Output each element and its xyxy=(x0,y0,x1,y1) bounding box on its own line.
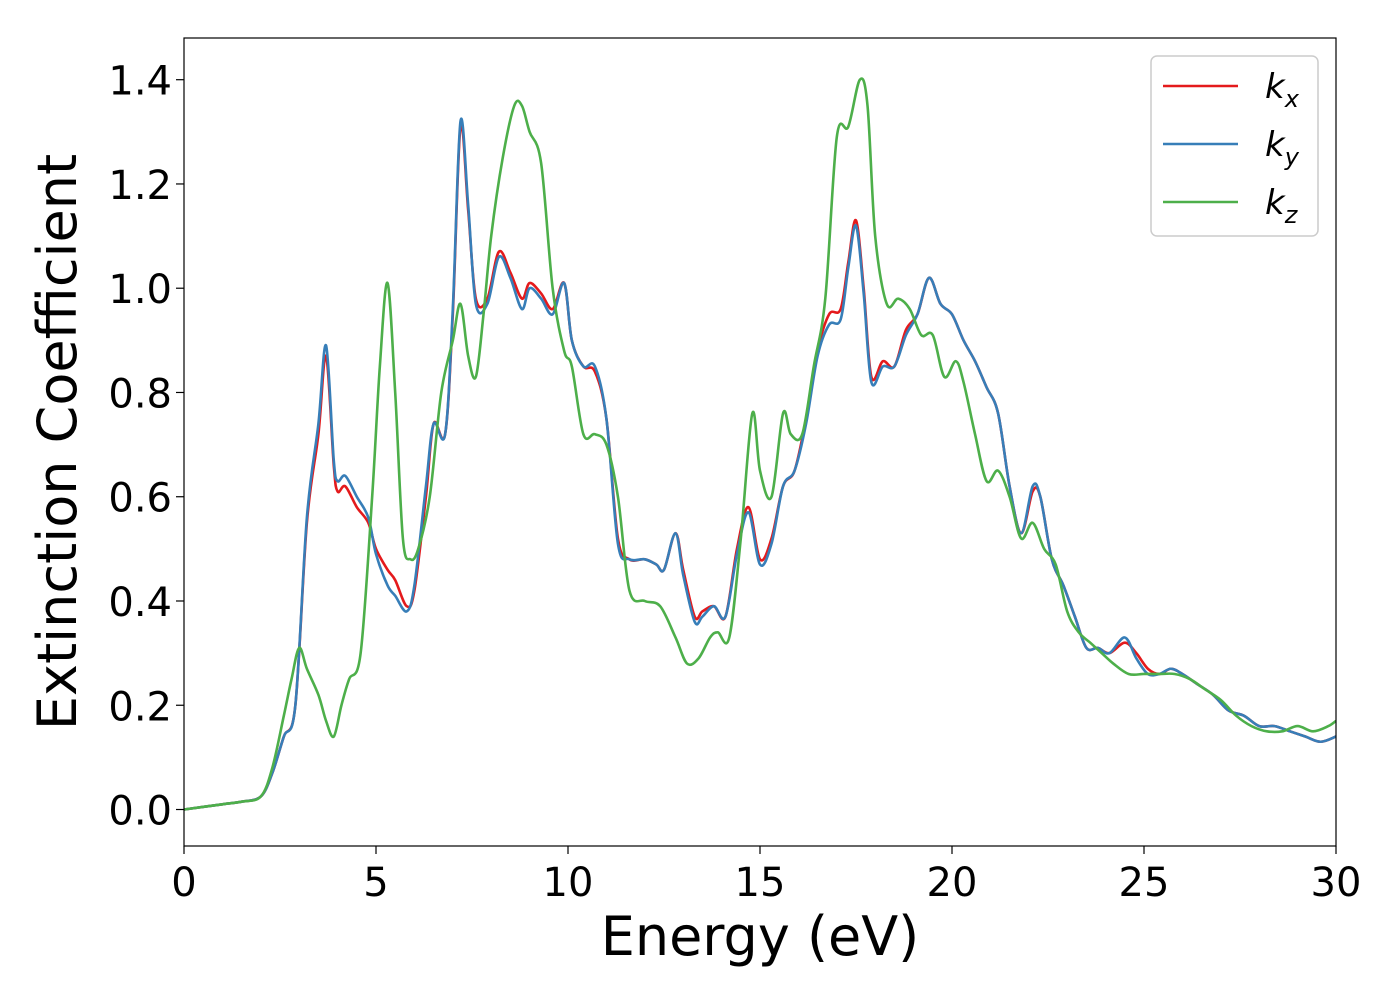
y-tick-label: 1.0 xyxy=(108,267,172,313)
y-axis-title: Extinction Coefficient xyxy=(26,154,89,730)
x-tick-label: 5 xyxy=(363,860,388,906)
y-tick-label: 0.2 xyxy=(108,684,172,730)
y-tick-label: 0.0 xyxy=(108,789,172,835)
x-axis-title: Energy (eV) xyxy=(601,905,920,968)
x-axis: 0 5 10 15 20 25 30 xyxy=(171,846,1361,906)
y-axis: 0.0 0.2 0.4 0.6 0.8 1.0 1.2 1.4 xyxy=(108,59,184,835)
y-tick-label: 1.4 xyxy=(108,59,172,105)
y-tick-label: 0.8 xyxy=(108,371,172,417)
series-line-z xyxy=(184,77,1336,811)
legend-box xyxy=(1150,55,1319,237)
series-layer xyxy=(184,77,1336,811)
x-tick-label: 20 xyxy=(927,860,978,906)
x-tick-label: 15 xyxy=(735,860,786,906)
legend-label-x: kx xyxy=(1265,67,1300,113)
series-line-y xyxy=(184,117,1336,811)
x-tick-label: 30 xyxy=(1311,860,1362,906)
legend-entries: kx ky kz xyxy=(1163,67,1300,229)
x-tick-label: 25 xyxy=(1119,860,1170,906)
legend: kx ky kz xyxy=(1150,55,1319,237)
x-tick-label: 0 xyxy=(171,860,196,906)
legend-label-y: ky xyxy=(1265,125,1300,171)
y-tick-label: 0.4 xyxy=(108,580,172,626)
y-tick-label: 1.2 xyxy=(108,163,172,209)
x-tick-label: 10 xyxy=(543,860,594,906)
y-tick-label: 0.6 xyxy=(108,476,172,522)
legend-label-z: kz xyxy=(1265,183,1299,229)
